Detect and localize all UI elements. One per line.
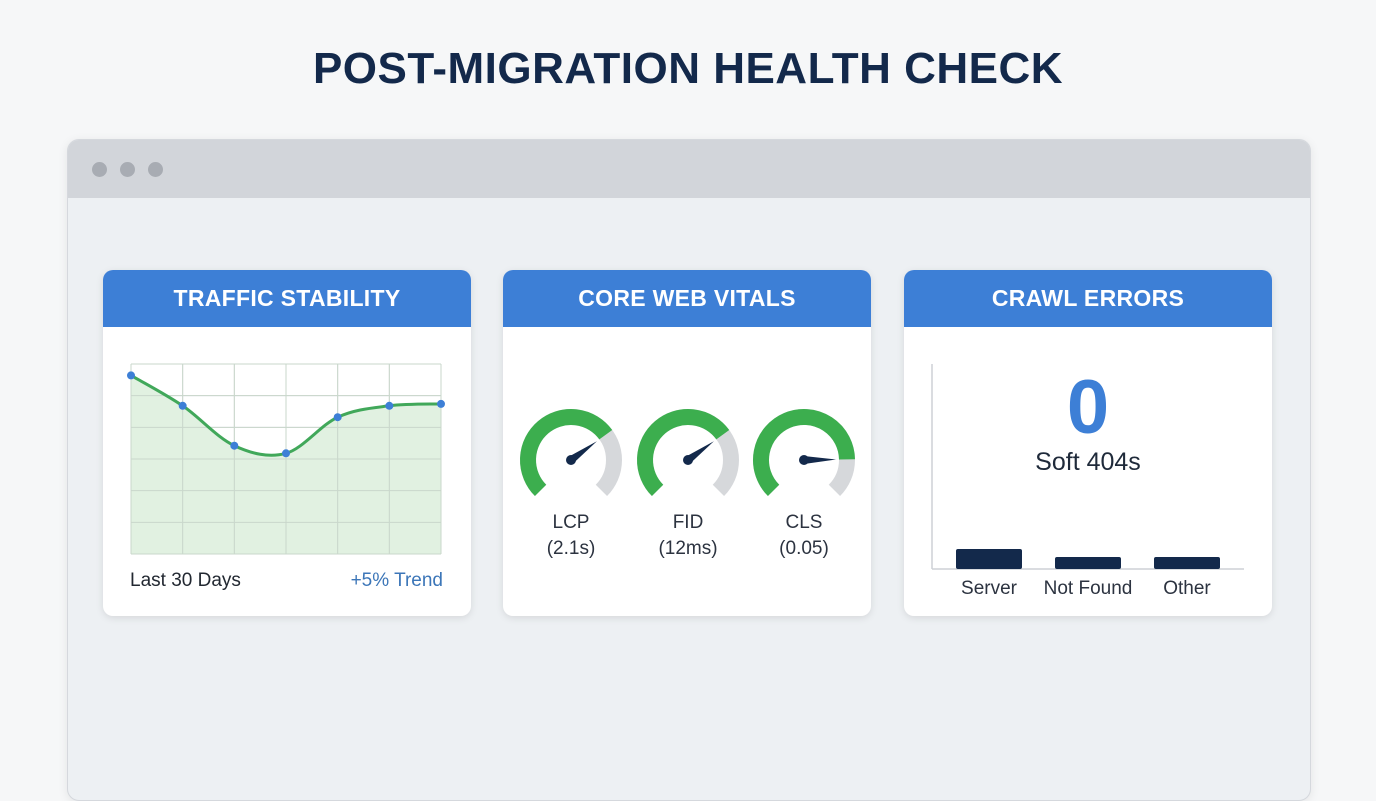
crawl-bar-label: Server bbox=[961, 578, 1017, 599]
gauge-label-lcp: LCP (2.1s) bbox=[516, 510, 626, 562]
gauge-needle-hub bbox=[799, 455, 809, 465]
gauge-needle bbox=[803, 456, 836, 464]
soft-404-count: 0 bbox=[1066, 365, 1110, 450]
crawl-errors-card: CRAWL ERRORS 0 Soft 404s Server Not Found… bbox=[904, 270, 1272, 616]
crawl-bar bbox=[1055, 557, 1121, 569]
traffic-card-title: TRAFFIC STABILITY bbox=[103, 270, 471, 327]
soft-404-label: Soft 404s bbox=[1035, 448, 1141, 476]
crawl-bar-label: Other bbox=[1163, 578, 1211, 599]
cls-metric-value: (0.05) bbox=[779, 538, 829, 559]
traffic-data-point bbox=[178, 401, 187, 410]
traffic-data-point bbox=[385, 401, 394, 410]
crawl-card-title: CRAWL ERRORS bbox=[904, 270, 1272, 327]
window-minimize-dot[interactable] bbox=[120, 162, 135, 177]
traffic-data-point bbox=[333, 413, 342, 422]
gauge-label-cls: CLS (0.05) bbox=[749, 510, 859, 562]
lcp-metric-value: (2.1s) bbox=[546, 538, 596, 559]
fid-metric-name: FID bbox=[672, 512, 704, 533]
gauge-value-arc bbox=[637, 409, 730, 497]
vitals-card-body: LCP (2.1s) FID (12ms) CLS (0.05) bbox=[503, 327, 871, 616]
gauge-needle-hub bbox=[566, 455, 576, 465]
traffic-data-point bbox=[437, 399, 445, 408]
traffic-period-label: Last 30 Days bbox=[130, 570, 241, 591]
gauges-graphic bbox=[520, 409, 855, 497]
traffic-data-point bbox=[127, 371, 135, 380]
gauge-value-arc bbox=[753, 409, 855, 497]
core-web-vitals-card: CORE WEB VITALS LCP (2.1s) FID (12ms) CL… bbox=[503, 270, 871, 616]
crawl-bar-chart bbox=[931, 364, 1244, 570]
gauge-needle-hub bbox=[683, 455, 693, 465]
crawl-bar bbox=[1154, 557, 1220, 569]
gauge-needle bbox=[568, 441, 597, 464]
traffic-data-point bbox=[282, 449, 290, 458]
window-maximize-dot[interactable] bbox=[148, 162, 163, 177]
traffic-card-body bbox=[103, 327, 471, 616]
cls-metric-name: CLS bbox=[785, 512, 823, 533]
page-title: POST-MIGRATION HEALTH CHECK bbox=[312, 44, 1064, 93]
gauge-needle bbox=[685, 441, 714, 464]
gauge-value-arc bbox=[520, 409, 613, 497]
traffic-data-point bbox=[230, 441, 239, 450]
crawl-bar bbox=[956, 549, 1022, 569]
browser-title-bar bbox=[68, 140, 1310, 198]
lcp-metric-name: LCP bbox=[552, 512, 590, 533]
traffic-line-chart bbox=[127, 363, 445, 555]
traffic-trend-label: +5% Trend bbox=[350, 570, 443, 591]
vitals-card-title: CORE WEB VITALS bbox=[503, 270, 871, 327]
fid-metric-value: (12ms) bbox=[658, 538, 718, 559]
traffic-stability-card: TRAFFIC STABILITY Last 30 Days +5% Trend bbox=[103, 270, 471, 616]
gauge-label-fid: FID (12ms) bbox=[633, 510, 743, 562]
window-close-dot[interactable] bbox=[92, 162, 107, 177]
crawl-bar-label: Not Found bbox=[1043, 578, 1133, 599]
